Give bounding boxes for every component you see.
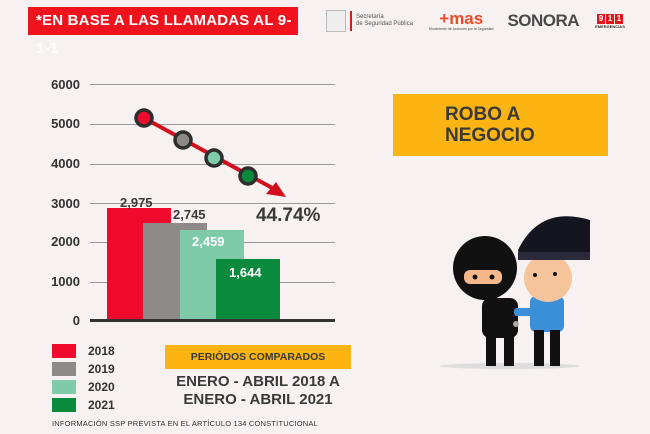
mas-logo: +mas Movimiento de Acciones por la Segur… [429,9,494,31]
crime-type-box: ROBO A NEGOCIO [393,94,608,156]
legend-label: 2018 [88,344,115,358]
gridline [90,203,335,204]
bar-label-2020: 2,459 [192,234,225,249]
crime-line1: ROBO A [445,104,521,125]
police-arrest-illustration-icon [440,216,590,369]
digit: 9 [596,13,605,24]
y-tick: 3000 [51,196,80,211]
gridline [90,124,335,125]
y-tick: 5000 [51,116,80,131]
y-tick: 1000 [51,274,80,289]
swatch [52,380,76,394]
legend-item-2019: 2019 [52,360,115,378]
ssp-line2: de Seguridad Pública [356,21,414,27]
trend-arrow-icon [134,108,286,197]
swatch [52,344,76,358]
decrease-percentage: 44.74% [256,205,321,226]
periods-heading: PERIÓDOS COMPARADOS [165,345,351,369]
divider [350,11,352,31]
ssp-logo: Secretaría de Seguridad Pública [326,10,413,32]
swatch [52,362,76,376]
crime-line2: NEGOCIO [445,125,535,146]
y-tick: 0 [72,313,80,328]
digit: 1 [614,13,623,24]
bar-label-2018: 2,975 [120,195,153,210]
legend-label: 2020 [88,380,115,394]
bar-label-2021: 1,644 [229,265,262,280]
y-tick: 6000 [51,77,80,92]
y-tick: 4000 [51,156,80,171]
bar-label-2019: 2,745 [173,207,206,222]
mas-text: +mas [439,9,484,28]
emergency-911-logo: 9 1 1 EMERGENCIAS [595,13,625,29]
period-line1: ENERO - ABRIL 2018 A [176,373,340,390]
digit: 1 [605,13,614,24]
emergencias-label: EMERGENCIAS [595,23,625,29]
swatch [52,398,76,412]
banner-911: *EN BASE A LAS LLAMADAS AL 9-1-1 [28,7,298,57]
period-range: ENERO - ABRIL 2018 A ENERO - ABRIL 2021 [160,373,356,409]
mas-subtitle: Movimiento de Acciones por la Seguridad [429,27,494,31]
sonora-logo: SONORA [507,11,580,30]
ssp-line1: Secretaría [356,14,384,20]
legend-item-2018: 2018 [52,342,115,360]
footnote: INFORMACIÓN SSP PREVISTA EN EL ARTÍCULO … [52,419,318,428]
gridline [90,84,335,85]
logo-strip: Secretaría de Seguridad Pública +mas Mov… [326,8,625,34]
bar-chart: 6000 5000 4000 3000 2000 1000 0 2,975 2,… [0,0,340,330]
legend-label: 2019 [88,362,115,376]
crest-icon [326,10,346,32]
x-axis [90,319,335,322]
legend-item-2020: 2020 [52,378,115,396]
period-line2: ENERO - ABRIL 2021 [183,391,333,408]
legend: 2018 2019 2020 2021 [52,342,115,414]
legend-item-2021: 2021 [52,396,115,414]
y-tick: 2000 [51,234,80,249]
bar-2021 [216,259,280,320]
legend-label: 2021 [88,398,115,412]
